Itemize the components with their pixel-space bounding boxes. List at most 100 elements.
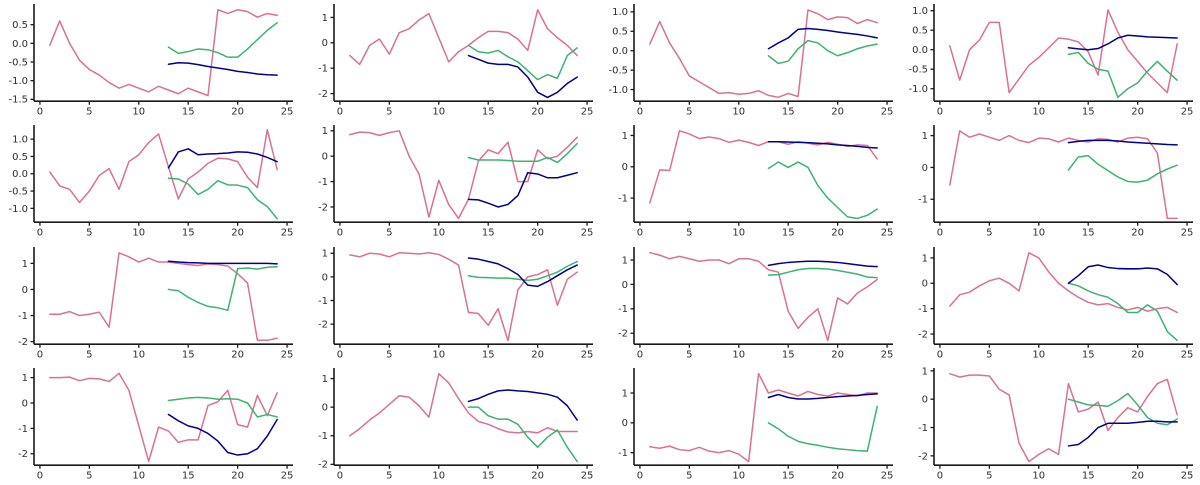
x-tick-label: 25 bbox=[1181, 470, 1194, 481]
x-tick-label: 10 bbox=[132, 107, 145, 118]
x-tick-label: 20 bbox=[231, 107, 244, 118]
x-axis: 0 5 10 15 20 25 bbox=[637, 343, 893, 360]
x-tick-label: 10 bbox=[732, 107, 745, 118]
x-tick-label: 25 bbox=[281, 349, 294, 360]
x-tick-label: 15 bbox=[482, 107, 495, 118]
x-axis: 0 5 10 15 20 25 bbox=[337, 222, 594, 239]
subplot-r3c1: 0 5 10 15 20 25 1 0 -1 -2 bbox=[300, 364, 600, 485]
subplot-r3c3: 0 5 10 15 20 25 1 0 -1 -2 bbox=[900, 364, 1200, 485]
x-tick-label: 10 bbox=[1032, 349, 1045, 360]
x-axis: 0 5 10 15 20 25 bbox=[37, 101, 293, 118]
y-tick-label: 0.0 bbox=[612, 46, 628, 57]
y-tick-label: -1 bbox=[18, 424, 28, 435]
axes-spines bbox=[933, 125, 1193, 224]
series-pink-line bbox=[649, 9, 878, 99]
y-axis: 1.0 0.5 0.0 -0.5 -1.0 bbox=[9, 135, 34, 215]
x-tick-label: 20 bbox=[831, 228, 844, 239]
y-tick-label: -2 bbox=[618, 328, 628, 339]
y-axis: 1.0 0.5 0.0 -0.5 -1.0 bbox=[609, 7, 634, 96]
x-tick-label: 20 bbox=[531, 349, 544, 360]
series-blue-line bbox=[467, 54, 578, 99]
x-axis: 0 5 10 15 20 25 bbox=[337, 101, 594, 118]
subplot-canvas: 0 5 10 15 20 25 0.5 0.0 -0.5 -1.0 -1.5 bbox=[9, 4, 293, 118]
x-tick-label: 15 bbox=[182, 470, 195, 481]
y-tick-label: 0.5 bbox=[612, 27, 628, 38]
x-tick-label: 15 bbox=[482, 228, 495, 239]
y-tick-label: 0 bbox=[622, 162, 628, 173]
x-tick-label: 0 bbox=[637, 107, 643, 118]
x-axis: 0 5 10 15 20 25 bbox=[37, 464, 293, 481]
x-tick-label: 5 bbox=[86, 349, 92, 360]
series-pink-line bbox=[949, 130, 1178, 220]
y-tick-label: -2 bbox=[318, 89, 328, 100]
x-tick-label: 25 bbox=[581, 228, 594, 239]
x-tick-label: 10 bbox=[1032, 228, 1045, 239]
x-tick-label: 5 bbox=[386, 107, 392, 118]
x-tick-label: 15 bbox=[482, 349, 495, 360]
x-tick-label: 20 bbox=[1131, 349, 1144, 360]
axes-spines bbox=[633, 4, 893, 103]
y-tick-label: 0 bbox=[922, 278, 928, 289]
y-tick-label: 1 bbox=[322, 13, 328, 24]
y-axis: 1 0 -1 -2 bbox=[318, 13, 334, 100]
y-axis: 1 0 -1 -2 bbox=[18, 258, 34, 348]
series-pink-line bbox=[349, 130, 578, 220]
series-green-line bbox=[467, 406, 578, 462]
series-pink-line bbox=[949, 251, 1178, 313]
series-pink-line bbox=[649, 130, 878, 204]
y-tick-label: 0 bbox=[622, 418, 628, 429]
series-pink-line bbox=[649, 251, 878, 341]
x-tick-label: 0 bbox=[337, 107, 343, 118]
y-axis: 1 0 -1 bbox=[918, 131, 934, 206]
x-tick-label: 15 bbox=[782, 349, 795, 360]
y-axis: 1 0 -1 -2 bbox=[318, 374, 334, 471]
series-blue-line bbox=[1067, 34, 1178, 51]
x-tick-label: 20 bbox=[831, 470, 844, 481]
series-green-line bbox=[767, 161, 878, 220]
series-blue-line bbox=[467, 389, 578, 421]
series-green-line bbox=[167, 265, 278, 311]
x-tick-label: 20 bbox=[231, 228, 244, 239]
series-blue-line bbox=[1067, 263, 1178, 285]
x-tick-label: 15 bbox=[182, 107, 195, 118]
y-tick-label: -1 bbox=[318, 177, 328, 188]
x-tick-label: 5 bbox=[86, 107, 92, 118]
y-tick-label: 0.5 bbox=[12, 20, 28, 31]
x-tick-label: 0 bbox=[337, 470, 343, 481]
axes-spines bbox=[633, 125, 893, 224]
y-tick-label: -1 bbox=[318, 64, 328, 75]
y-tick-label: 0 bbox=[22, 284, 28, 295]
y-tick-label: 1 bbox=[322, 374, 328, 385]
x-tick-label: 10 bbox=[1032, 107, 1045, 118]
x-tick-label: 10 bbox=[132, 470, 145, 481]
series-pink-line bbox=[49, 129, 278, 204]
y-tick-label: -2 bbox=[318, 459, 328, 470]
axes-spines bbox=[933, 246, 1193, 345]
y-axis: 1 0 -1 -2 bbox=[18, 373, 34, 460]
x-tick-label: 5 bbox=[86, 228, 92, 239]
y-axis: 1.0 0.5 0.0 -0.5 -1.0 bbox=[909, 6, 934, 95]
y-tick-label: 0.0 bbox=[12, 169, 28, 180]
x-axis: 0 5 10 15 20 25 bbox=[37, 222, 293, 239]
x-tick-label: 20 bbox=[531, 228, 544, 239]
subplot-r0c2: 0 5 10 15 20 25 1.0 0.5 0.0 -0.5 -1.0 bbox=[600, 0, 900, 121]
subplot-canvas: 0 5 10 15 20 25 1.0 0.5 0.0 -0.5 -1.0 bbox=[609, 4, 893, 118]
axes-spines bbox=[333, 4, 593, 103]
x-tick-label: 10 bbox=[432, 470, 445, 481]
x-axis: 0 5 10 15 20 25 bbox=[637, 101, 893, 118]
y-tick-label: -1.0 bbox=[609, 85, 628, 96]
x-tick-label: 0 bbox=[937, 107, 943, 118]
x-tick-label: 25 bbox=[581, 107, 594, 118]
x-tick-label: 10 bbox=[432, 228, 445, 239]
y-tick-label: 1 bbox=[322, 248, 328, 259]
x-tick-label: 10 bbox=[732, 349, 745, 360]
y-tick-label: -1.5 bbox=[9, 95, 28, 106]
series-blue-line bbox=[767, 259, 878, 267]
x-tick-label: 20 bbox=[531, 470, 544, 481]
y-tick-label: 1 bbox=[922, 366, 928, 377]
x-tick-label: 20 bbox=[231, 470, 244, 481]
